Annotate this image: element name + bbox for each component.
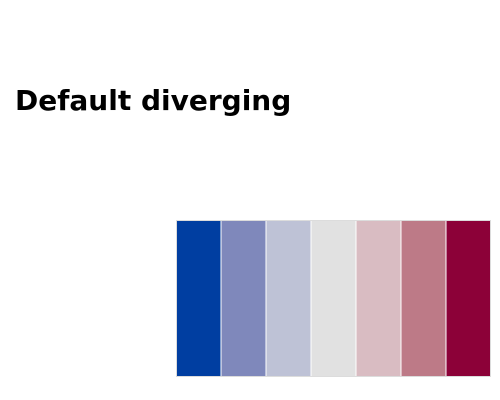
palette-swatch-1 [176,220,222,377]
palette-swatch-2 [220,220,267,377]
palette-swatch-3 [265,220,312,377]
palette-swatch-6 [400,220,447,377]
palette-swatch-4 [310,220,357,377]
diverging-palette-swatches [176,220,491,377]
palette-border [176,220,491,377]
palette-swatch-5 [355,220,402,377]
chart-title: Default diverging [15,84,292,117]
palette-swatch-7 [445,220,491,377]
